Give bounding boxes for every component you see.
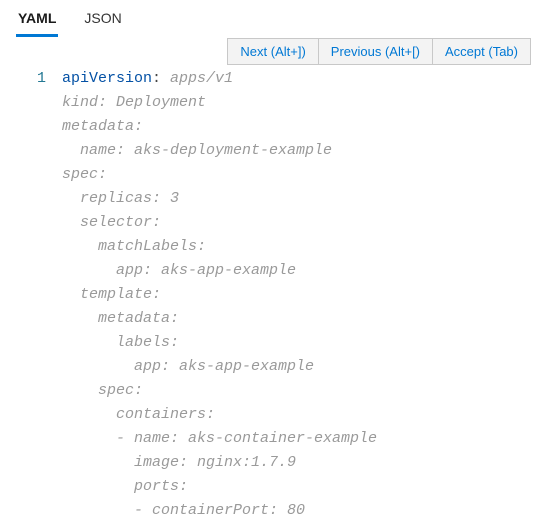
next-suggestion-button[interactable]: Next (Alt+])	[228, 39, 318, 64]
accept-suggestion-button[interactable]: Accept (Tab)	[433, 39, 530, 64]
code-content: apiVersion: apps/v1 kind: Deployment met…	[62, 67, 551, 523]
yaml-colon: :	[152, 70, 161, 87]
line-number-gutter: 1	[0, 67, 62, 523]
yaml-key: apiVersion	[62, 70, 152, 87]
previous-suggestion-button[interactable]: Previous (Alt+[)	[319, 39, 433, 64]
suggestion-toolbar: Next (Alt+]) Previous (Alt+[) Accept (Ta…	[227, 38, 531, 65]
code-editor[interactable]: 1 apiVersion: apps/v1 kind: Deployment m…	[0, 37, 551, 523]
tab-yaml[interactable]: YAML	[16, 6, 58, 37]
line-number: 1	[0, 67, 46, 91]
ghost-suggestion-block: kind: Deployment metadata: name: aks-dep…	[62, 94, 377, 519]
format-tabs: YAML JSON	[0, 0, 551, 37]
tab-json[interactable]: JSON	[82, 6, 123, 37]
yaml-value-ghost: apps/v1	[161, 70, 233, 87]
